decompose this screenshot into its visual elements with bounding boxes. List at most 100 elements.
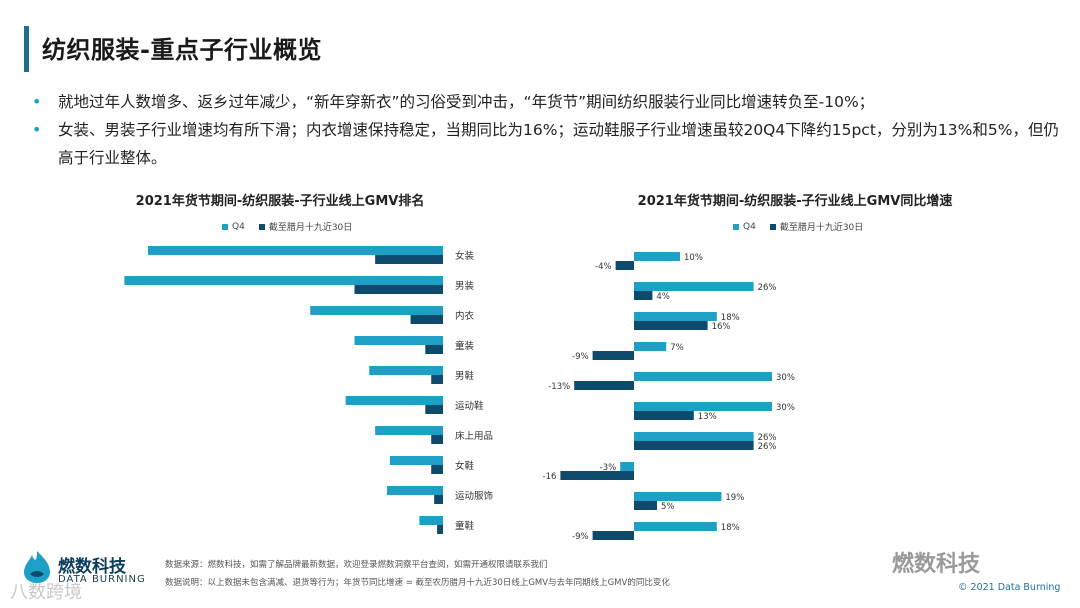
right-bar-q4-cat-6 [634,432,754,441]
left-category-label-cat-9: 童鞋 [455,520,475,532]
left-bar-q4-cat-3 [354,336,443,345]
right-data-label-current-cat-0: -4% [595,262,612,272]
right-data-label-q4-cat-9: 18% [721,523,740,533]
right-bar-q4-cat-2 [634,312,717,321]
left-bar-q4-cat-0 [148,246,443,255]
legend-label-current-right: 截至腊月十九近30日 [779,223,864,233]
legend-swatch-q4-right [733,223,739,230]
legend-item-q4: Q4 [222,222,245,232]
right-data-label-q4-cat-6: 26% [758,433,777,443]
right-data-label-q4-cat-2: 18% [721,313,740,323]
left-bar-current-cat-2 [410,315,443,324]
left-bar-q4-cat-6 [375,426,443,435]
right-bar-current-cat-0 [615,261,634,270]
right-data-label-current-cat-5: 13% [698,412,717,422]
chart-left-legend: Q4 截至腊月十九近30日 [222,220,352,233]
copyright: © 2021 Data Burning [958,582,1061,593]
brand-name: 燃数科技 [58,557,126,577]
right-bar-current-cat-8 [634,501,657,510]
bullet-item-2: 女装、男装子行业增速均有所下滑；内衣增速保持稳定，当期同比为16%；运动鞋服子行… [32,116,1062,172]
right-data-label-current-cat-8: 5% [661,502,675,512]
watermark-right: 燃数科技 [892,552,981,577]
left-bar-current-cat-1 [354,285,443,294]
legend-swatch-current [258,223,265,230]
chart-right-title: 2021年货节期间-纺织服装-子行业线上GMV同比增速 [637,194,953,209]
left-bar-current-cat-9 [437,525,443,534]
legend-swatch-current-right [769,223,776,230]
right-bar-q4-cat-3 [634,342,667,351]
left-category-label-cat-1: 男装 [455,280,475,292]
chart-left-title: 2021年货节期间-纺织服装-子行业线上GMV排名 [135,194,425,209]
page-title: 纺织服装-重点子行业概览 [42,36,322,64]
right-bar-current-cat-2 [634,321,708,330]
right-data-label-current-cat-7: -16 [543,472,557,482]
left-category-label-cat-0: 女装 [455,250,475,262]
right-data-label-current-cat-3: -9% [572,352,589,362]
title-accent-bar [24,26,29,72]
left-bar-current-cat-6 [431,435,443,444]
chart-right-legend: Q4 截至腊月十九近30日 [733,220,863,233]
left-category-label-cat-4: 男鞋 [455,370,475,382]
right-bar-q4-cat-1 [634,282,754,291]
right-data-label-q4-cat-8: 19% [725,493,744,503]
right-bar-q4-cat-4 [634,372,772,381]
right-bar-current-cat-7 [560,471,634,480]
right-bar-current-cat-9 [592,531,634,540]
right-bar-q4-cat-0 [634,252,680,261]
right-bar-current-cat-6 [634,441,754,450]
right-data-label-q4-cat-5: 30% [776,403,795,413]
left-bar-q4-cat-7 [389,456,443,465]
bullet-item-1: 就地过年人数增多、返乡过年减少，“新年穿新衣”的习俗受到冲击，“年货节”期间纺织… [32,88,1062,116]
right-bar-q4-cat-9 [634,522,717,531]
left-category-label-cat-2: 内衣 [455,310,475,322]
legend-item-q4-right: Q4 [733,222,756,232]
watermark-left: 八数跨境 [10,582,82,603]
legend-label-q4-right: Q4 [743,221,756,232]
left-bar-q4-cat-2 [310,306,443,315]
right-data-label-q4-cat-1: 26% [758,283,777,293]
right-bar-q4-cat-7 [620,462,634,471]
left-bar-q4-cat-9 [419,516,443,525]
legend-item-current: 截至腊月十九近30日 [258,220,353,233]
left-bar-current-cat-4 [431,375,443,384]
right-data-label-current-cat-1: 4% [656,292,670,302]
right-data-label-current-cat-4: -13% [548,382,570,392]
bullet-list: 就地过年人数增多、返乡过年减少，“新年穿新衣”的习俗受到冲击，“年货节”期间纺织… [32,88,1062,172]
right-bar-current-cat-4 [574,381,634,390]
right-data-label-q4-cat-4: 30% [776,373,795,383]
right-data-label-current-cat-2: 16% [712,322,731,332]
right-bar-current-cat-1 [634,291,653,300]
left-bar-q4-cat-8 [386,486,443,495]
left-bar-q4-cat-5 [345,396,443,405]
left-category-label-cat-5: 运动鞋 [455,400,484,412]
left-category-label-cat-7: 女鞋 [455,460,475,472]
right-data-label-q4-cat-7: -3% [600,463,617,473]
left-bar-current-cat-5 [425,405,443,414]
right-data-label-current-cat-6: 26% [758,442,777,452]
legend-label-q4: Q4 [232,221,245,232]
left-bar-current-cat-8 [434,495,443,504]
left-category-label-cat-8: 运动服饰 [455,490,493,502]
right-bar-current-cat-3 [592,351,634,360]
right-bar-q4-cat-5 [634,402,772,411]
left-bar-current-cat-7 [431,465,443,474]
source-note: 数据来源：燃数科技，如需了解品牌最新数据，欢迎登录燃数洞察平台查阅，如需开通权限… [165,560,548,570]
left-category-label-cat-6: 床上用品 [455,430,493,442]
method-note: 数据说明：以上数据未包含满减、退货等行为；年货节同比增速 = 截至农历腊月十九近… [165,578,670,588]
right-data-label-q4-cat-0: 10% [684,253,703,263]
right-bar-current-cat-5 [634,411,694,420]
right-data-label-current-cat-9: -9% [572,532,589,542]
brand-logo-icon [24,551,50,583]
legend-label-current: 截至腊月十九近30日 [268,223,353,233]
left-bar-current-cat-0 [375,255,443,264]
right-data-label-q4-cat-3: 7% [670,343,684,353]
left-category-label-cat-3: 童装 [455,340,475,352]
right-bar-q4-cat-8 [634,492,722,501]
left-bar-q4-cat-1 [124,276,444,285]
brand-subtitle: DATA BURNING [58,574,146,585]
legend-item-current-right: 截至腊月十九近30日 [769,220,864,233]
left-bar-q4-cat-4 [369,366,443,375]
left-bar-current-cat-3 [425,345,443,354]
legend-swatch-q4 [222,223,228,230]
